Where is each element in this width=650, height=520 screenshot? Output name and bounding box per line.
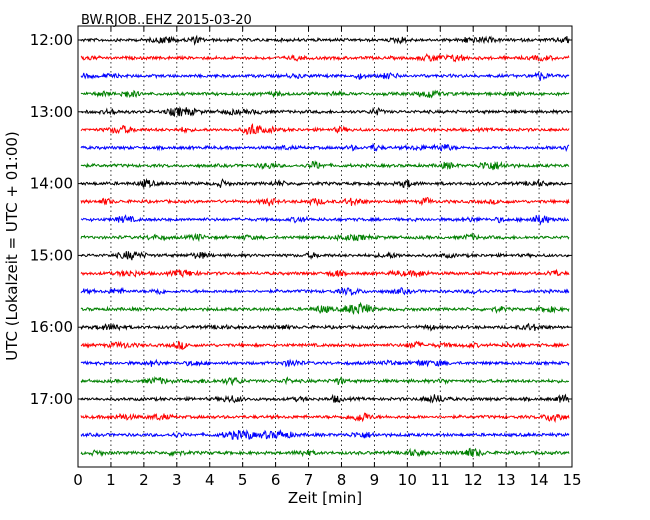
x-tick-label: 12 (464, 471, 483, 489)
trace-1230 (80, 71, 570, 82)
trace-1315 (80, 123, 570, 135)
trace-1400 (80, 177, 570, 189)
trace-1215 (80, 53, 570, 63)
x-tick-label: 14 (530, 471, 549, 489)
x-tick-label: 8 (337, 471, 347, 489)
x-tick-label: 13 (497, 471, 516, 489)
trace-1630 (80, 358, 570, 368)
x-tick-label: 3 (172, 471, 182, 489)
y-tick-label: 12:00 (30, 31, 73, 49)
x-tick-label: 6 (271, 471, 281, 489)
plot-frame (77, 25, 573, 468)
y-axis-label: UTC (Lokalzeit = UTC + 01:00) (3, 131, 21, 361)
trace-1330 (80, 142, 570, 153)
trace-1530 (80, 286, 570, 297)
trace-1600 (80, 322, 570, 332)
grid-lines (110, 26, 540, 467)
x-axis-ticks: 0 1 2 3 4 5 6 7 8 9 10 11 12 13 14 15 (73, 26, 582, 489)
x-tick-label: 2 (139, 471, 149, 489)
seismic-traces (80, 34, 570, 458)
y-tick-label: 17:00 (30, 390, 73, 408)
trace-1345 (80, 160, 570, 171)
y-tick-label: 16:00 (30, 318, 73, 336)
y-tick-label: 15:00 (30, 246, 73, 264)
x-tick-label: 11 (431, 471, 450, 489)
x-tick-label: 1 (106, 471, 116, 489)
plot-background (78, 26, 572, 467)
trace-1645 (80, 375, 570, 387)
y-axis-ticks: 12:00 13:00 14:00 15:00 16:00 17:00 (30, 31, 572, 408)
x-tick-label: 4 (205, 471, 215, 489)
trace-1545 (80, 301, 570, 315)
x-tick-label: 0 (73, 471, 83, 489)
x-tick-label: 7 (304, 471, 314, 489)
trace-1245 (80, 89, 570, 99)
trace-1415 (80, 196, 570, 207)
x-tick-label: 15 (562, 471, 581, 489)
trace-1200 (80, 34, 570, 46)
trace-1300 (80, 106, 570, 117)
trace-1615 (80, 340, 570, 351)
trace-1430 (80, 214, 570, 226)
x-tick-label: 5 (238, 471, 248, 489)
trace-1515 (80, 268, 570, 279)
y-tick-label: 13:00 (30, 103, 73, 121)
trace-1715 (80, 412, 570, 424)
chart-title: BW.RJOB..EHZ 2015-03-20 (81, 13, 252, 28)
trace-1730 (80, 428, 570, 440)
x-axis-label: Zeit [min] (288, 489, 362, 507)
trace-1445 (80, 232, 570, 243)
x-tick-label: 9 (370, 471, 380, 489)
x-tick-label: 10 (398, 471, 417, 489)
trace-1700 (80, 393, 570, 404)
trace-1500 (80, 250, 570, 261)
trace-1745 (80, 447, 570, 458)
y-tick-label: 14:00 (30, 175, 73, 193)
